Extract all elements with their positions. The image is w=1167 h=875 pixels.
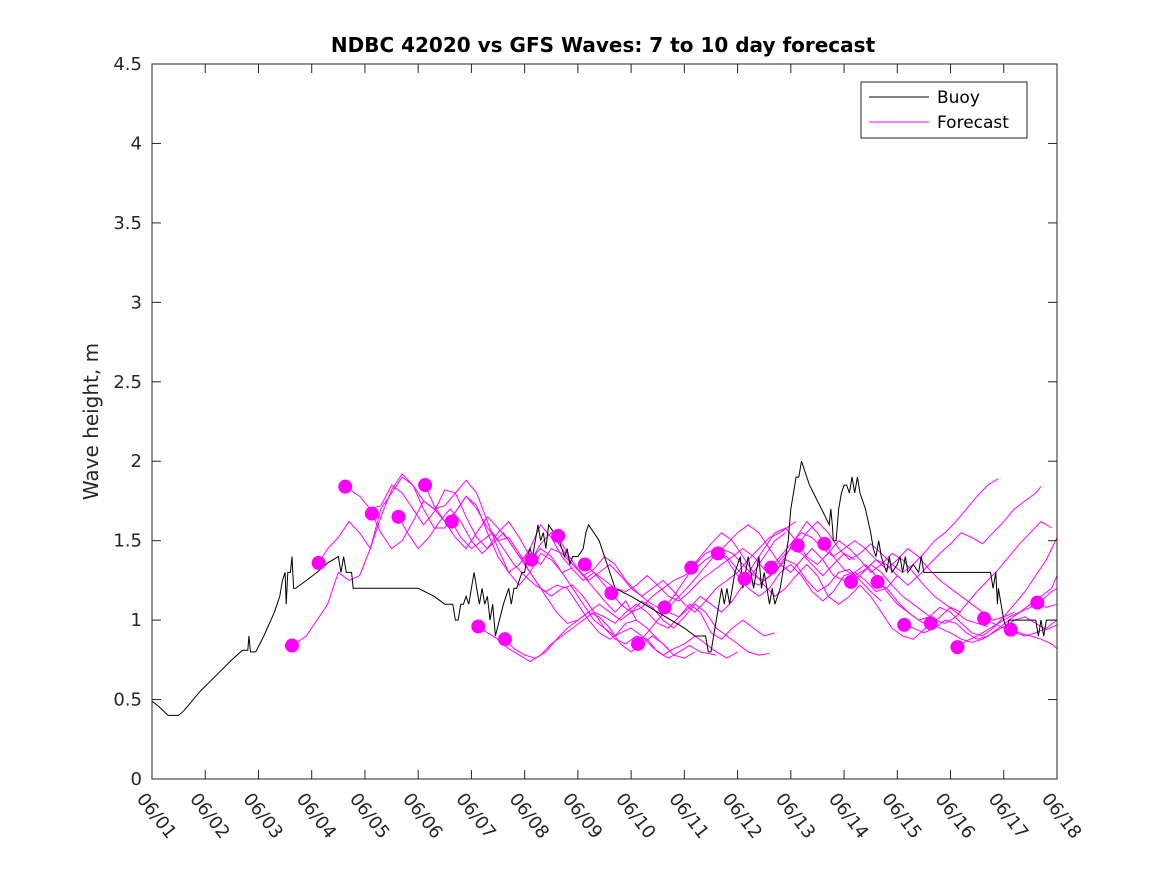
forecast-start-marker: [657, 600, 672, 615]
y-tick-label: 3.5: [113, 213, 142, 234]
forecast-start-marker: [497, 632, 512, 647]
forecast-run-line: [664, 547, 898, 608]
y-tick-label: 0: [131, 769, 142, 790]
forecast-run-line: [797, 478, 999, 574]
forecast-run-line: [850, 520, 1052, 624]
forecast-run-line: [344, 484, 637, 621]
forecast-run-line: [957, 575, 1058, 648]
legend: Buoy Forecast: [860, 81, 1028, 139]
forecast-start-marker: [285, 638, 300, 653]
forecast-start-marker: [897, 617, 912, 632]
forecast-start-marker: [364, 506, 379, 521]
y-tick-label: 2.5: [113, 372, 142, 393]
forecast-start-marker: [817, 536, 832, 551]
forecast-start-marker: [843, 574, 858, 589]
forecast-run-line: [398, 508, 696, 659]
forecast-start-marker: [338, 479, 353, 494]
forecast-run-line: [451, 521, 738, 659]
forecast-start-marker: [418, 478, 433, 493]
forecast-start-marker: [631, 636, 646, 651]
legend-label-forecast: Forecast: [937, 113, 1009, 133]
forecast-start-marker: [764, 560, 779, 575]
forecast-run-line: [611, 547, 855, 613]
y-tick-label: 1.5: [113, 531, 142, 552]
plot-area: [152, 64, 1057, 779]
forecast-run-line: [744, 527, 988, 627]
forecast-run-line: [1010, 629, 1058, 650]
plot-frame: [151, 63, 1058, 780]
forecast-start-marker: [1030, 595, 1045, 610]
forecast-start-marker: [311, 555, 326, 570]
legend-label-buoy: Buoy: [937, 88, 980, 108]
y-tick-label: 4.5: [113, 54, 142, 75]
forecast-start-marker: [737, 571, 752, 586]
forecast-start-marker: [551, 528, 566, 543]
forecast-run-line: [637, 547, 882, 645]
forecast-run-line: [504, 600, 770, 659]
forecast-start-marker: [604, 586, 619, 601]
y-tick-label: 4: [131, 133, 142, 154]
forecast-run-line: [877, 537, 1058, 637]
forecast-start-marker: [1003, 622, 1018, 637]
forecast-start-marker: [977, 611, 992, 626]
forecast-run-line: [478, 603, 776, 662]
forecast-start-marker: [923, 616, 938, 631]
forecast-start-marker: [950, 640, 965, 655]
forecast-start-marker: [524, 552, 539, 567]
forecast-start-marker: [444, 514, 459, 529]
y-tick-label: 0.5: [113, 690, 142, 711]
forecast-start-marker: [790, 538, 805, 553]
y-tick-label: 3: [131, 292, 142, 313]
forecast-start-marker: [870, 574, 885, 589]
forecast-run-line: [584, 520, 829, 602]
forecast-start-marker: [391, 509, 406, 524]
forecast-start-marker: [710, 546, 725, 561]
forecast-start-marker: [577, 557, 592, 572]
forecast-markers: [285, 478, 1045, 655]
forecast-run-line: [930, 616, 1058, 643]
chart-title: NDBC 42020 vs GFS Waves: 7 to 10 day for…: [331, 33, 876, 57]
y-axis-title: Wave height, m: [79, 343, 103, 500]
buoy-series: [151, 461, 1057, 716]
buoy-line: [151, 461, 1057, 716]
forecast-start-marker: [471, 619, 486, 634]
forecast-start-marker: [684, 560, 699, 575]
y-tick-label: 1: [131, 610, 142, 631]
forecast-run-line: [717, 524, 962, 628]
legend-box: [860, 81, 1028, 139]
forecast-run-line: [557, 521, 797, 613]
y-tick-label: 2: [131, 451, 142, 472]
forecast-run-line: [823, 486, 1042, 586]
